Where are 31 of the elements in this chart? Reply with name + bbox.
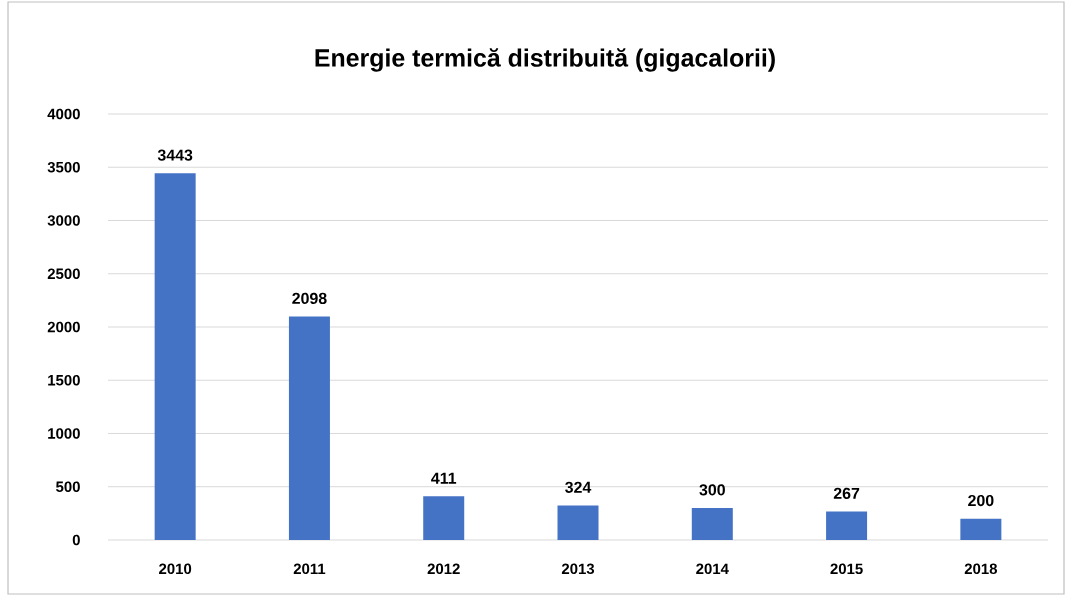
y-tick-label: 500 [56, 481, 80, 493]
x-tick-label: 2012 [427, 563, 460, 575]
y-tick-label: 1000 [48, 428, 80, 439]
bar [423, 496, 465, 540]
data-label: 200 [968, 494, 994, 507]
data-label: 267 [833, 487, 860, 500]
bar [960, 518, 1002, 540]
y-tick-label: 4000 [47, 108, 80, 120]
data-label: 411 [431, 472, 457, 484]
x-tick-label: 2014 [696, 563, 729, 575]
y-tick-label: 3500 [47, 161, 80, 173]
data-label: 300 [699, 484, 725, 496]
x-tick-label: 2011 [293, 563, 326, 575]
bar [826, 511, 868, 540]
data-label: 3443 [157, 149, 193, 161]
bar [691, 508, 733, 540]
y-tick-label: 2500 [47, 268, 80, 280]
x-tick-label: 2013 [561, 563, 595, 575]
x-tick-label: 2015 [830, 563, 863, 575]
chart-title: Energie termică distribuită (gigacalorii) [315, 48, 775, 72]
bar [288, 316, 330, 540]
y-tick-label: 3000 [47, 215, 80, 226]
y-tick-label: 2000 [47, 321, 80, 333]
data-label: 324 [565, 481, 592, 493]
x-tick-label: 2018 [964, 563, 998, 575]
bar [557, 505, 599, 540]
bar [154, 173, 196, 540]
y-tick-label: 0 [72, 534, 80, 546]
y-tick-label: 1500 [48, 374, 80, 386]
data-label: 2098 [292, 292, 327, 305]
x-tick-label: 2010 [159, 563, 192, 575]
